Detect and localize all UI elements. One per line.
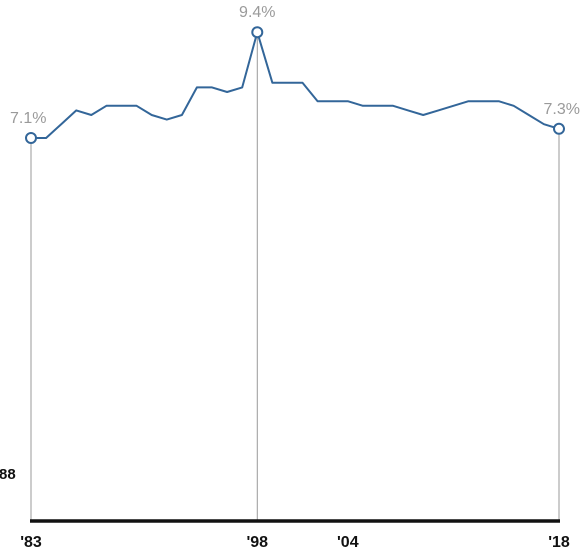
highlight-point-1983 (25, 132, 37, 144)
highlight-point-1998 (251, 26, 264, 39)
highlight-point-2018 (553, 122, 565, 135)
series-line (30, 31, 560, 139)
x-tick-1998: '98 (246, 534, 268, 551)
point-label-1983: 7.1% (10, 110, 46, 127)
point-label-1998: 9.4% (239, 4, 275, 21)
x-tick-2004: '04 (337, 534, 359, 551)
droplines (30, 32, 560, 521)
point-label-2018: 7.3% (544, 101, 580, 118)
x-tick-labels: '83 '98 '04 '18 (20, 534, 570, 551)
x-tick-1983: '83 (20, 534, 42, 551)
series-layer (30, 31, 560, 139)
x-tick-2018: '18 (548, 534, 570, 551)
left-edge-label: 88 (0, 466, 16, 483)
highlight-markers: 7.1% 9.4% 7.3% (10, 4, 580, 144)
